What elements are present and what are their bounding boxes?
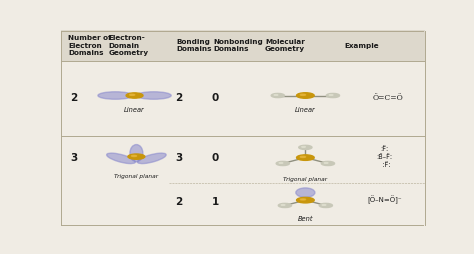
Ellipse shape (296, 188, 315, 197)
Ellipse shape (281, 204, 285, 205)
Ellipse shape (319, 203, 332, 208)
Text: Ö=C=Ö: Ö=C=Ö (373, 94, 403, 102)
Ellipse shape (297, 155, 314, 160)
Text: Bent: Bent (298, 216, 313, 222)
Ellipse shape (297, 93, 314, 98)
Text: Linear: Linear (124, 107, 145, 113)
Ellipse shape (274, 94, 278, 95)
Ellipse shape (130, 145, 143, 162)
Text: 0: 0 (212, 93, 219, 103)
Text: Molecular
Geometry: Molecular Geometry (265, 39, 305, 52)
Ellipse shape (300, 94, 306, 95)
Ellipse shape (271, 93, 284, 98)
Ellipse shape (300, 199, 306, 200)
Text: 3: 3 (175, 153, 182, 163)
Text: :F̈:
:B̈–F̈:
  :F̈:: :F̈: :B̈–F̈: :F̈: (376, 146, 392, 168)
Text: Number of
Electron
Domains: Number of Electron Domains (68, 35, 112, 56)
Ellipse shape (128, 154, 145, 159)
Text: 0: 0 (212, 153, 219, 163)
Ellipse shape (299, 145, 312, 149)
Text: 2: 2 (175, 197, 182, 207)
Ellipse shape (137, 92, 171, 99)
Ellipse shape (126, 93, 143, 98)
Ellipse shape (297, 197, 314, 203)
Text: Electron-
Domain
Geometry: Electron- Domain Geometry (109, 35, 149, 56)
Text: Nonbonding
Domains: Nonbonding Domains (213, 39, 263, 52)
Ellipse shape (322, 204, 326, 205)
Ellipse shape (137, 153, 166, 164)
Ellipse shape (321, 161, 335, 166)
Text: Bonding
Domains: Bonding Domains (177, 39, 212, 52)
Text: Linear: Linear (295, 107, 316, 113)
Ellipse shape (131, 155, 137, 156)
Text: 3: 3 (70, 153, 78, 163)
Text: Trigonal planar: Trigonal planar (114, 174, 158, 179)
Text: Trigonal planar: Trigonal planar (283, 177, 328, 182)
Text: 1: 1 (212, 197, 219, 207)
Ellipse shape (107, 153, 136, 164)
Ellipse shape (130, 94, 135, 96)
Ellipse shape (329, 94, 333, 95)
Text: [Ö–N=Ö]⁻: [Ö–N=Ö]⁻ (367, 196, 401, 204)
Ellipse shape (98, 92, 133, 99)
Text: 2: 2 (175, 93, 182, 103)
Ellipse shape (300, 156, 306, 157)
Ellipse shape (326, 93, 339, 98)
Bar (61, 30, 425, 61)
Ellipse shape (278, 203, 292, 208)
Ellipse shape (276, 161, 290, 166)
Text: 2: 2 (70, 93, 78, 103)
Text: Example: Example (344, 43, 379, 49)
